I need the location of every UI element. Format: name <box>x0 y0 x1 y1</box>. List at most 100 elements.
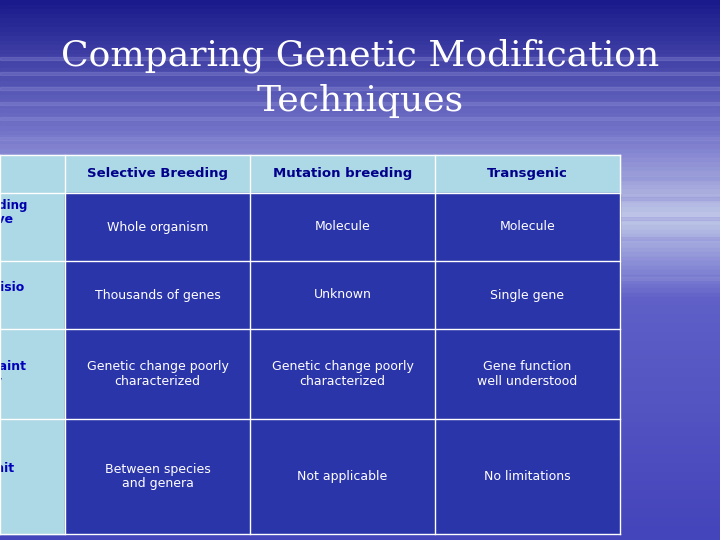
Bar <box>0 171 720 176</box>
Text: Single gene: Single gene <box>490 288 564 301</box>
Bar <box>0 0 720 4</box>
Bar <box>0 217 720 220</box>
Text: breeding: breeding <box>0 199 27 212</box>
Text: Between species
and genera: Between species and genera <box>104 462 210 490</box>
Bar <box>0 364 720 369</box>
Bar <box>65 193 250 261</box>
Text: Mutation breeding: Mutation breeding <box>273 167 412 180</box>
Bar <box>0 301 720 306</box>
Bar <box>0 126 720 131</box>
Bar <box>0 212 720 216</box>
Text: Certaint
y: Certaint y <box>0 360 26 388</box>
Bar <box>0 157 720 160</box>
Bar <box>0 374 720 378</box>
Bar <box>0 117 720 122</box>
Bar <box>0 338 720 342</box>
Bar <box>65 329 250 419</box>
Bar <box>0 68 720 72</box>
Text: Gene function
well understood: Gene function well understood <box>477 360 577 388</box>
Bar <box>0 72 720 77</box>
Bar <box>0 328 720 333</box>
Bar <box>0 468 720 472</box>
Bar <box>0 432 720 436</box>
Bar <box>0 297 720 301</box>
Bar <box>0 99 720 104</box>
Text: Molecule: Molecule <box>315 220 370 233</box>
Text: Transgenic: Transgenic <box>487 167 568 180</box>
Bar <box>0 36 720 40</box>
Bar <box>65 419 250 534</box>
Bar <box>0 333 720 338</box>
Text: Selective Breeding: Selective Breeding <box>87 167 228 180</box>
Bar <box>0 230 720 234</box>
Bar <box>0 355 720 360</box>
Bar <box>0 418 720 423</box>
Bar <box>0 414 720 418</box>
Bar <box>0 419 65 534</box>
Bar <box>0 378 720 382</box>
Bar <box>0 261 720 266</box>
Bar <box>0 137 720 140</box>
Bar <box>0 239 720 243</box>
Bar <box>0 148 720 153</box>
Bar <box>0 369 720 374</box>
Bar <box>0 517 720 522</box>
Bar <box>0 177 720 180</box>
Bar <box>0 193 720 198</box>
Bar <box>0 455 720 459</box>
Bar <box>0 153 720 158</box>
Bar <box>0 279 720 284</box>
Bar <box>0 257 720 260</box>
Bar <box>0 284 720 288</box>
Bar <box>0 63 720 68</box>
Text: Whole organism: Whole organism <box>107 220 208 233</box>
Text: Unknown: Unknown <box>314 288 372 301</box>
Bar <box>0 509 720 513</box>
Bar <box>0 104 720 108</box>
Bar <box>0 135 720 139</box>
Bar <box>0 117 720 120</box>
Bar <box>0 40 720 45</box>
Text: Leve
l: Leve l <box>0 213 14 241</box>
Bar <box>0 500 720 504</box>
Bar <box>0 382 720 387</box>
Bar <box>250 419 435 534</box>
Bar <box>0 405 720 409</box>
Bar <box>0 490 720 495</box>
Bar <box>0 225 720 229</box>
Bar <box>0 180 720 185</box>
Bar <box>0 155 620 193</box>
Bar <box>0 158 720 162</box>
Bar <box>0 193 65 261</box>
Bar <box>0 522 720 526</box>
Bar <box>0 234 720 239</box>
Bar <box>0 247 720 252</box>
Bar <box>0 310 720 315</box>
Bar <box>0 23 720 27</box>
Bar <box>0 315 720 320</box>
Bar <box>0 531 720 536</box>
Bar <box>0 4 720 9</box>
Bar <box>435 419 620 534</box>
Bar <box>0 396 720 401</box>
Bar <box>0 54 720 58</box>
Bar <box>0 504 720 509</box>
Bar <box>0 459 720 463</box>
Bar <box>0 131 720 135</box>
Bar <box>0 207 720 212</box>
Bar <box>0 90 720 94</box>
Bar <box>0 45 720 50</box>
Bar <box>0 50 720 54</box>
Bar <box>250 261 435 329</box>
Bar <box>0 256 720 261</box>
Bar <box>0 274 720 279</box>
Bar <box>0 57 720 60</box>
Bar <box>0 252 720 256</box>
Bar <box>0 18 720 23</box>
Bar <box>0 387 720 392</box>
Bar <box>0 288 720 293</box>
Bar <box>0 77 720 81</box>
Bar <box>435 193 620 261</box>
Bar <box>0 409 720 414</box>
Text: Genetic change poorly
characterized: Genetic change poorly characterized <box>271 360 413 388</box>
